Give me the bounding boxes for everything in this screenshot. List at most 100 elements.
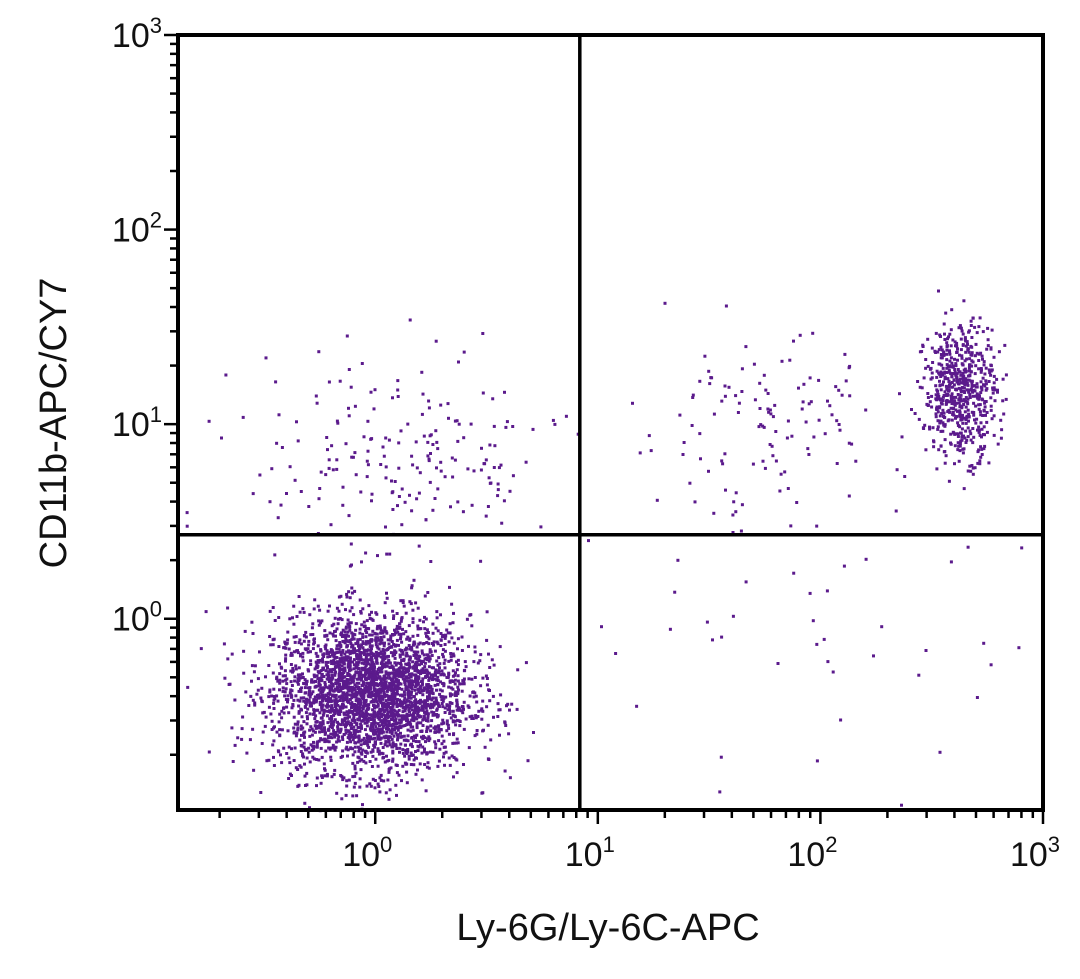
data-point — [321, 713, 325, 717]
data-point — [370, 660, 374, 664]
data-point — [304, 784, 307, 787]
data-point — [411, 725, 415, 729]
data-point — [948, 350, 952, 354]
data-point — [369, 673, 373, 677]
data-point — [312, 740, 315, 744]
data-point — [415, 683, 419, 687]
data-point — [412, 695, 416, 698]
data-point — [378, 711, 382, 715]
data-point — [346, 748, 350, 752]
data-point — [355, 653, 359, 657]
data-point — [344, 793, 348, 797]
data-point — [989, 408, 993, 412]
data-point — [807, 453, 811, 456]
data-point — [357, 711, 361, 715]
data-point — [332, 720, 336, 724]
data-point — [531, 427, 535, 431]
data-point — [389, 634, 393, 638]
data-point — [401, 724, 405, 728]
data-point — [292, 604, 296, 608]
data-point — [361, 803, 364, 807]
data-point — [453, 714, 457, 718]
data-point — [333, 655, 337, 659]
data-point — [316, 604, 320, 608]
data-point — [344, 608, 347, 612]
data-point — [383, 614, 386, 618]
data-point — [293, 746, 297, 750]
data-point — [431, 691, 435, 695]
data-point — [314, 726, 318, 730]
data-point — [972, 401, 976, 405]
data-point — [301, 651, 305, 655]
data-point — [467, 677, 471, 681]
data-point — [437, 739, 441, 743]
data-point — [390, 737, 394, 741]
data-point — [966, 342, 969, 346]
data-point — [723, 452, 727, 456]
data-point — [398, 626, 402, 629]
data-point — [880, 625, 884, 629]
data-point — [436, 487, 440, 491]
data-point — [373, 693, 377, 697]
data-point — [988, 371, 992, 375]
data-point — [962, 398, 966, 402]
data-point — [436, 671, 440, 675]
data-point — [935, 369, 939, 373]
data-point — [236, 736, 240, 740]
data-point — [389, 710, 393, 714]
data-point — [498, 733, 501, 737]
data-point — [354, 670, 358, 674]
data-point — [340, 672, 344, 676]
data-point — [276, 749, 280, 753]
data-point — [413, 662, 417, 666]
data-point — [378, 737, 382, 741]
data-point — [964, 399, 968, 403]
data-point — [339, 723, 343, 727]
data-point — [270, 467, 274, 471]
data-point — [481, 391, 485, 395]
data-point — [485, 683, 489, 687]
data-point — [959, 393, 963, 397]
data-point — [979, 413, 983, 417]
data-point — [847, 441, 851, 445]
data-point — [336, 720, 339, 724]
data-point — [306, 668, 310, 672]
data-point — [359, 743, 363, 747]
data-point — [464, 665, 468, 669]
data-point — [303, 730, 307, 734]
data-point — [707, 469, 710, 473]
data-point — [398, 655, 402, 659]
data-point — [408, 493, 411, 497]
data-point — [946, 377, 950, 381]
data-point — [349, 688, 353, 692]
data-point — [421, 693, 425, 697]
data-point — [353, 750, 357, 754]
data-point — [933, 349, 937, 353]
data-point — [436, 675, 440, 679]
data-point — [449, 716, 453, 720]
data-point — [965, 388, 969, 392]
data-point — [383, 704, 387, 708]
data-point — [456, 647, 459, 651]
data-point — [261, 730, 265, 734]
data-point — [379, 719, 383, 723]
data-point — [442, 745, 446, 749]
population-1 — [186, 552, 535, 813]
data-point — [260, 686, 264, 690]
data-point — [949, 397, 953, 400]
data-point — [394, 663, 398, 667]
data-point — [388, 666, 392, 669]
data-point — [330, 624, 334, 628]
data-point — [992, 374, 996, 378]
data-point — [366, 703, 370, 707]
data-point — [425, 719, 428, 722]
data-point — [387, 719, 391, 723]
data-point — [923, 423, 927, 427]
data-point — [837, 388, 841, 392]
data-point — [442, 751, 446, 755]
data-point — [709, 376, 713, 380]
data-point — [462, 677, 466, 681]
data-point — [481, 729, 485, 733]
data-point — [431, 622, 435, 626]
data-point — [365, 619, 369, 623]
